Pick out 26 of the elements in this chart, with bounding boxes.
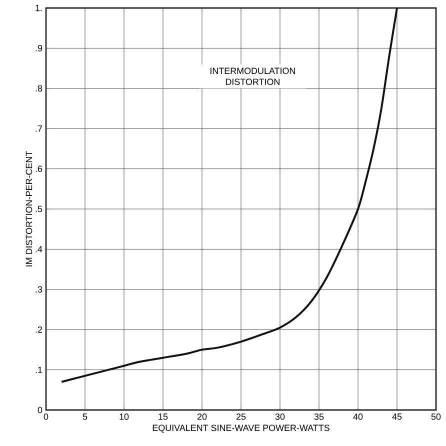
x-tick-label: 40 (353, 414, 363, 420)
y-tick-label: .9 (36, 45, 42, 52)
x-axis-title: EQUIVALENT SINE-WAVE POWER-WATTS (152, 424, 330, 433)
x-tick-label: 5 (82, 414, 88, 420)
x-tick-label: 0 (44, 414, 48, 420)
x-tick-label: 15 (158, 414, 168, 420)
y-axis-title: IM DISTORTION-PER-CENT (26, 151, 32, 266)
x-tick-label: 30 (275, 414, 285, 420)
y-tick-label: .5 (36, 206, 42, 212)
x-tick-label: 25 (236, 414, 246, 420)
x-tick-label: 35 (314, 414, 324, 420)
y-tick-label: .6 (36, 166, 42, 172)
y-tick-label: .2 (36, 326, 42, 333)
y-tick-label: .4 (36, 246, 42, 252)
y-tick-label: .8 (36, 85, 42, 92)
x-tick-label: 20 (197, 414, 207, 420)
x-tick-label: 50 (431, 414, 441, 420)
line-series (60, 8, 398, 383)
y-tick-label: .1 (36, 366, 42, 373)
y-tick-label: .7 (36, 126, 42, 132)
text: INTERMODULATION DISTORTION (210, 68, 295, 85)
y-tick-label: 1. (36, 4, 42, 12)
y-tick-label: 0 (38, 406, 42, 414)
x-tick-label: 45 (392, 414, 402, 420)
y-tick-label: .3 (36, 286, 42, 293)
x-tick-label: 10 (120, 414, 129, 420)
